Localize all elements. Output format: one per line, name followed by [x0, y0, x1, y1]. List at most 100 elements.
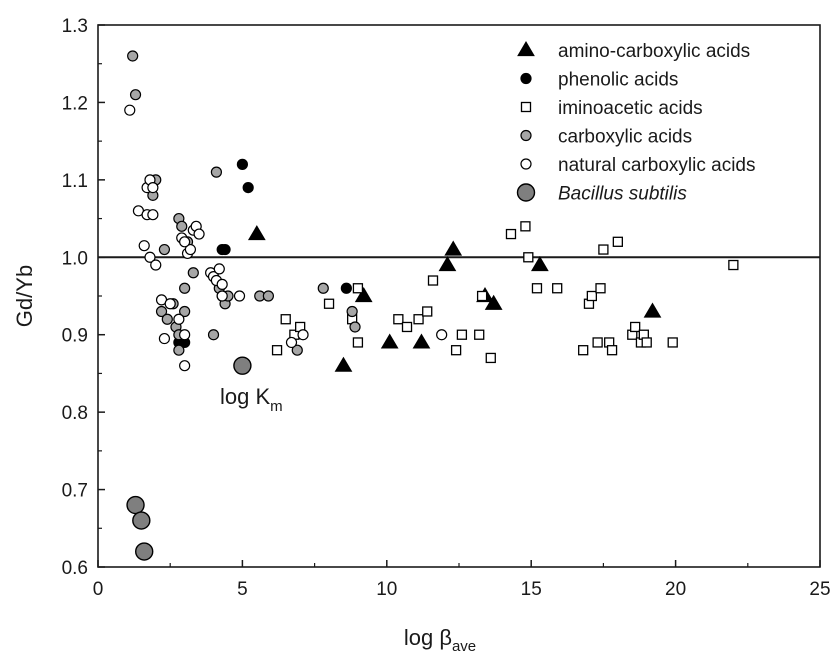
data-point-series-2: [667, 337, 678, 348]
data-point-series-2: [476, 290, 488, 302]
x-tick-label: 5: [237, 579, 248, 600]
legend-label-4: natural carboxylic acids: [558, 155, 755, 176]
data-point-series-4: [179, 236, 191, 248]
legend-marker-1: [520, 72, 532, 85]
data-point-series-2: [592, 337, 603, 348]
data-point-series-4: [297, 329, 309, 341]
data-point-series-0: [247, 225, 266, 241]
data-point-series-5: [233, 356, 252, 375]
data-point-series-3: [262, 290, 274, 302]
data-point-series-2: [280, 314, 291, 325]
data-point-series-2: [393, 314, 404, 325]
data-point-series-0: [484, 294, 503, 310]
data-point-series-2: [352, 283, 364, 294]
data-point-series-0: [643, 302, 662, 318]
x-tick-label: 20: [665, 579, 686, 600]
y-tick-label: 0.8: [62, 403, 88, 424]
data-point-series-2: [456, 329, 468, 340]
legend-marker-4: [520, 158, 532, 170]
data-point-series-2: [612, 236, 623, 247]
data-point-series-2: [485, 352, 496, 364]
data-point-series-1: [340, 282, 352, 294]
data-point-series-4: [233, 290, 246, 302]
legend-marker-5: [516, 183, 536, 202]
x-tick-label: 25: [809, 579, 830, 600]
data-point-series-0: [412, 333, 431, 349]
y-tick-label: 1.3: [62, 16, 88, 37]
legend-label-5: Bacillus subtilis: [558, 184, 687, 205]
data-point-series-4: [285, 336, 298, 349]
data-point-series-4: [213, 263, 225, 275]
data-point-series-4: [158, 332, 171, 345]
y-tick-label: 0.6: [62, 558, 88, 579]
data-point-series-5: [132, 511, 151, 530]
x-axis-title: log βave: [404, 625, 476, 654]
y-tick-label: 1.0: [62, 248, 88, 269]
plot-area: [97, 24, 821, 568]
data-point-series-5: [126, 495, 145, 515]
legend-label-1: phenolic acids: [558, 70, 678, 91]
data-point-series-0: [530, 256, 549, 272]
data-point-series-1: [236, 158, 248, 170]
data-point-series-2: [520, 221, 531, 232]
data-point-series-2: [474, 329, 485, 340]
data-point-series-3: [127, 50, 139, 62]
data-point-series-3: [317, 282, 329, 294]
data-point-series-0: [438, 256, 457, 272]
data-point-series-3: [207, 329, 220, 341]
data-point-series-0: [334, 356, 353, 372]
data-point-series-2: [531, 283, 543, 294]
data-point-series-4: [173, 313, 185, 325]
data-point-series-4: [216, 278, 228, 290]
legend: amino-carboxylic acids phenolic acids imin…: [516, 41, 755, 205]
data-point-series-2: [450, 345, 462, 356]
y-tick-label: 0.7: [62, 481, 88, 502]
data-point-series-3: [349, 321, 361, 333]
x-tick-label: 0: [93, 579, 104, 600]
data-point-series-2: [505, 228, 517, 240]
data-point-series-4: [147, 209, 159, 221]
x-tick-label: 15: [521, 579, 542, 600]
data-point-series-2: [606, 345, 618, 356]
data-point-series-4: [164, 298, 176, 310]
data-point-series-4: [436, 329, 448, 341]
plot-frame: [97, 24, 821, 568]
data-point-series-2: [578, 345, 589, 356]
axis-ticks: 0 5 10 15 20 25 0.6 0.7 0.8 0.9 1.0 1.1 1.2 1.3: [62, 16, 830, 600]
data-point-series-4: [179, 329, 191, 341]
data-point-series-3: [155, 305, 168, 318]
data-point-series-2: [427, 275, 439, 286]
y-tick-label: 1.2: [62, 93, 88, 114]
data-point-series-2: [352, 337, 364, 348]
data-point-series-4: [147, 182, 159, 194]
data-point-series-3: [129, 89, 142, 101]
data-point-series-3: [179, 305, 191, 318]
data-point-series-3: [158, 243, 171, 256]
data-point-series-4: [216, 290, 228, 302]
data-point-series-2: [413, 314, 424, 325]
legend-label-0: amino-carboxylic acids: [558, 41, 750, 62]
legend-marker-3: [520, 129, 532, 142]
data-point-series-2: [401, 321, 413, 333]
data-point-series-4: [193, 228, 205, 240]
data-point-series-2: [598, 244, 609, 255]
data-point-series-4: [179, 360, 191, 372]
data-point-series-4: [184, 243, 197, 256]
x-tick-label: 10: [376, 579, 397, 600]
data-point-series-2: [552, 283, 563, 294]
data-point-series-5: [135, 542, 154, 561]
data-point-series-1: [219, 243, 231, 256]
y-tick-label: 1.1: [62, 171, 88, 192]
annotation-log-km: log Km: [220, 384, 283, 415]
data-point-series-2: [595, 283, 606, 294]
data-point-series-3: [179, 282, 191, 294]
data-point-series-3: [346, 305, 358, 318]
data-point-series-2: [271, 345, 283, 356]
data-point-series-3: [176, 220, 188, 232]
data-point-series-0: [354, 287, 373, 303]
data-point-series-4: [138, 240, 150, 252]
data-point-series-2: [422, 306, 433, 317]
data-point-series-2: [641, 337, 652, 348]
data-point-series-2: [523, 252, 534, 263]
data-point-series-1: [242, 182, 254, 194]
